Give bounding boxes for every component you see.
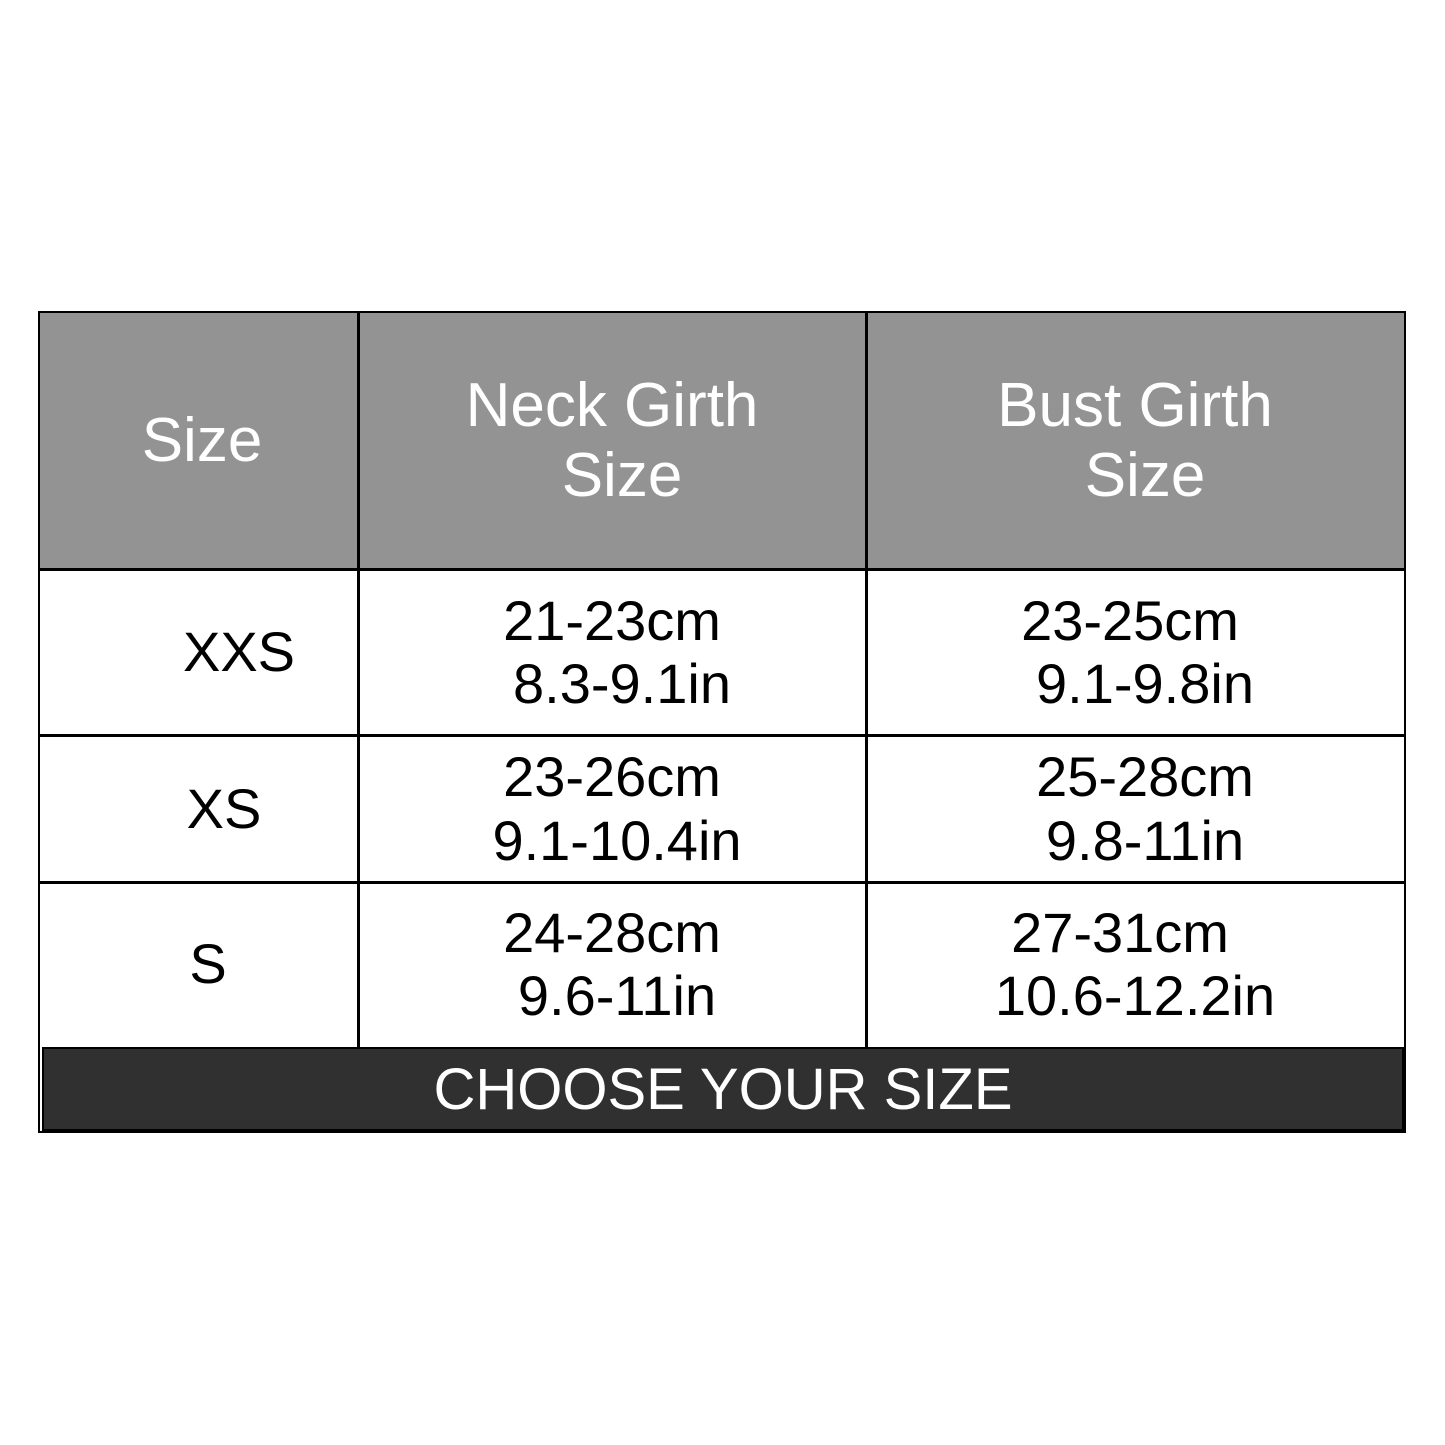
bust-cm: 23-25cm [1021, 588, 1239, 652]
neck-in: 9.6-11in [517, 964, 717, 1027]
header-size-label: Size [141, 405, 263, 475]
row-size-cell: XS [40, 735, 358, 882]
row-divider [40, 568, 1404, 571]
bust-cm: 27-31cm [1011, 900, 1229, 964]
neck-in: 8.3-9.1in [513, 652, 731, 715]
bust-cm: 25-28cm [1036, 745, 1254, 809]
size-label: XXS [182, 620, 296, 684]
bust-in: 9.8-11in [1045, 808, 1245, 872]
header-size: Size [40, 313, 358, 569]
header-neck-line2: Size [561, 441, 683, 510]
bust-in: 9.1-9.8in [1036, 652, 1254, 715]
bust-girth-cell: 23-25cm 9.1-9.8in [866, 569, 1404, 735]
neck-girth-cell: 23-26cm 9.1-10.4in [358, 735, 866, 882]
size-label: S [189, 932, 227, 996]
header-neck-girth: Neck Girth Size [358, 313, 866, 569]
header-neck-line1: Neck Girth [465, 370, 759, 440]
bust-girth-cell: 25-28cm 9.8-11in [866, 735, 1404, 882]
row-size-cell: XXS [40, 569, 358, 735]
header-bust-line2: Size [1084, 441, 1206, 510]
row-divider [40, 734, 1404, 737]
bust-in: 10.6-12.2in [994, 964, 1276, 1027]
neck-in: 9.1-10.4in [492, 808, 742, 872]
column-divider [357, 313, 360, 1047]
neck-cm: 21-23cm [503, 588, 721, 652]
neck-girth-cell: 21-23cm 8.3-9.1in [358, 569, 866, 735]
neck-cm: 24-28cm [503, 900, 721, 964]
column-divider [865, 313, 868, 1047]
row-divider [40, 881, 1404, 884]
choose-your-size-banner: CHOOSE YOUR SIZE [42, 1047, 1404, 1131]
row-size-cell: S [40, 882, 358, 1046]
neck-cm: 23-26cm [503, 745, 721, 809]
neck-girth-cell: 24-28cm 9.6-11in [358, 882, 866, 1046]
footer-label: CHOOSE YOUR SIZE [433, 1056, 1013, 1122]
size-label: XS [186, 776, 262, 840]
bust-girth-cell: 27-31cm 10.6-12.2in [866, 882, 1404, 1046]
header-bust-line1: Bust Girth [997, 370, 1273, 440]
size-chart-table: Size Neck Girth Size Bust Girth Size XXS… [38, 311, 1406, 1133]
header-bust-girth: Bust Girth Size [866, 313, 1404, 569]
